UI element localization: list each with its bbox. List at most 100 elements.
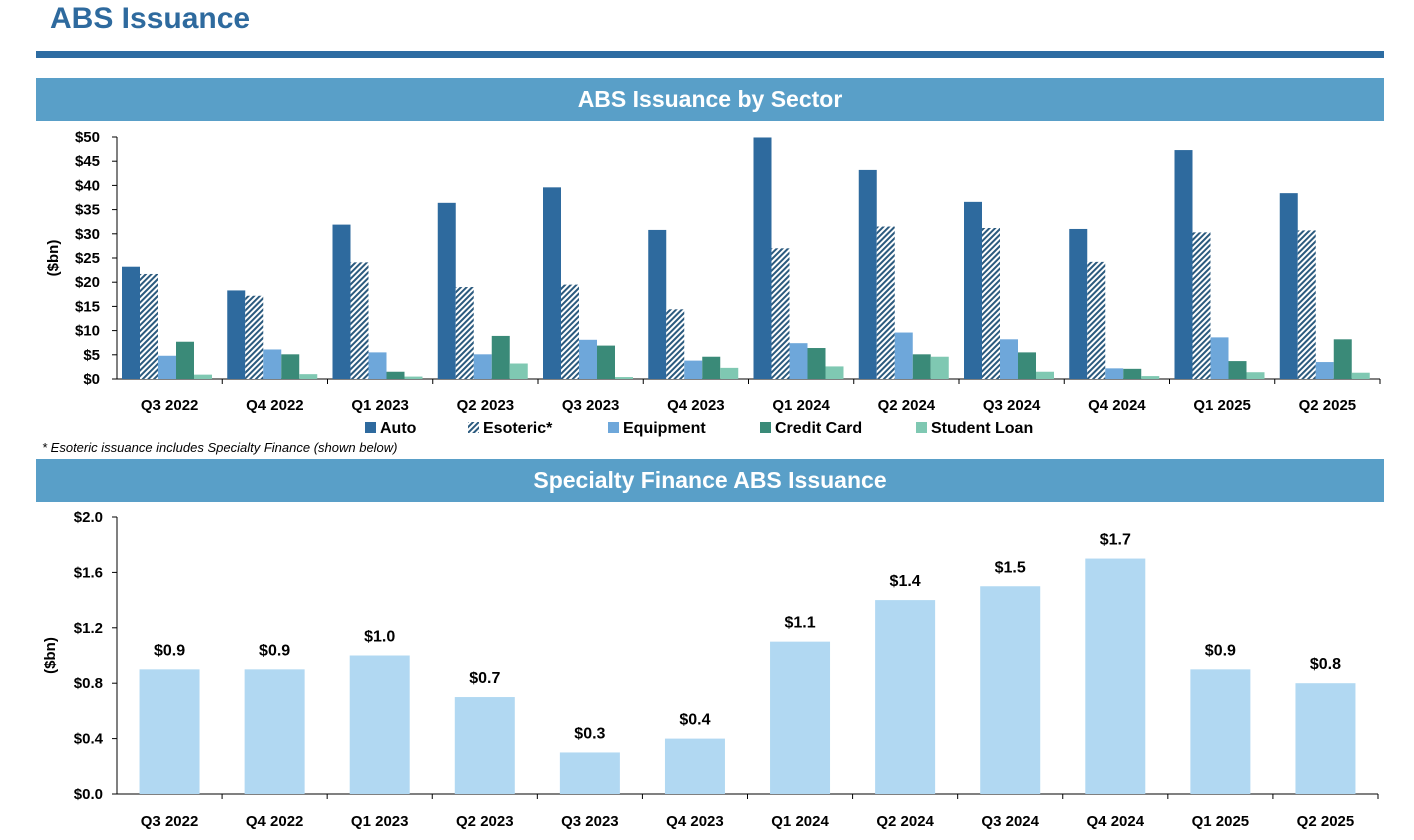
x-category-label: Q4 2022 [246, 813, 304, 830]
data-label: $0.8 [1310, 656, 1341, 673]
bar-equipment [473, 354, 492, 379]
x-category-label: Q2 2025 [1299, 397, 1357, 414]
legend-swatch [468, 422, 479, 433]
bar-specialty-finance [980, 586, 1041, 794]
bar-equipment [263, 349, 282, 379]
data-label: $1.4 [890, 573, 921, 590]
bar-student-loan [1246, 372, 1265, 379]
x-category-label: Q3 2024 [983, 397, 1041, 414]
chart1-title-banner: ABS Issuance by Sector [36, 78, 1384, 121]
bar-specialty-finance [1295, 683, 1356, 794]
bar-student-loan [1141, 376, 1160, 379]
x-category-label: Q4 2022 [246, 397, 304, 414]
bar-specialty-finance [770, 641, 831, 794]
bar-student-loan [720, 367, 739, 379]
x-category-label: Q1 2024 [772, 397, 830, 414]
bar-specialty-finance [454, 697, 515, 794]
bar-esoteric [876, 226, 895, 379]
bar-credit-card [281, 354, 300, 379]
x-category-label: Q4 2024 [1088, 397, 1146, 414]
bar-auto [1069, 228, 1088, 379]
bar-auto [1279, 193, 1298, 379]
data-label: $0.9 [1205, 642, 1236, 659]
y-tick-label: $45 [75, 153, 100, 170]
y-axis-title: ($bn) [42, 637, 59, 674]
bar-auto [648, 229, 667, 379]
bar-auto [964, 201, 982, 379]
x-category-label: Q1 2025 [1192, 813, 1250, 830]
bar-equipment [368, 352, 387, 379]
legend-label: Equipment [623, 420, 706, 437]
bar-equipment [1000, 339, 1018, 379]
y-tick-label: $25 [75, 250, 100, 267]
bar-student-loan [825, 366, 844, 379]
sector-issuance-chart: $0 $5 $10 $15 $20 $25 $30 $35 $40 $45 $50 ($bn) Q3 2… [45, 129, 1381, 437]
y-tick-label: $0.8 [74, 675, 103, 692]
bar-specialty-finance [244, 669, 305, 794]
bar-equipment [894, 332, 913, 379]
bar-credit-card [702, 356, 721, 379]
bar-student-loan [1351, 372, 1370, 379]
legend-swatch [760, 422, 771, 433]
bar-equipment [1315, 362, 1334, 379]
data-label: $0.4 [679, 712, 710, 729]
bar-credit-card [1333, 339, 1352, 379]
y-tick-label: $5 [83, 347, 100, 364]
y-tick-label: $30 [75, 226, 100, 243]
bar-student-loan [1036, 371, 1054, 379]
bar-specialty-finance [875, 600, 936, 794]
x-category-label: Q2 2023 [457, 397, 515, 414]
page-title: ABS Issuance [50, 2, 251, 35]
chart2-title-banner: Specialty Finance ABS Issuance [36, 459, 1384, 502]
bar-auto [227, 290, 246, 379]
y-tick-label: $50 [75, 129, 100, 146]
data-label: $1.1 [784, 615, 815, 632]
bar-auto [122, 266, 140, 379]
x-category-label: Q4 2023 [667, 397, 725, 414]
bar-esoteric [1297, 230, 1316, 379]
x-category-label: Q1 2023 [351, 813, 409, 830]
x-category-label: Q2 2025 [1297, 813, 1355, 830]
bar-credit-card [1018, 352, 1036, 379]
x-category-label: Q1 2024 [771, 813, 829, 830]
bar-auto [753, 137, 772, 379]
bar-student-loan [930, 356, 949, 379]
x-category-label: Q3 2022 [141, 397, 199, 414]
bar-esoteric [350, 262, 369, 379]
y-tick-label: $0 [83, 371, 100, 388]
x-category-label: Q4 2023 [666, 813, 724, 830]
data-label: $0.9 [154, 642, 185, 659]
bar-auto [332, 224, 351, 379]
bar-student-loan [615, 377, 633, 379]
legend-label: Auto [380, 420, 417, 437]
x-category-label: Q2 2024 [878, 397, 936, 414]
data-label: $0.3 [574, 725, 605, 742]
bar-auto [858, 169, 877, 379]
y-tick-label: $0.0 [74, 786, 103, 803]
bar-esoteric [455, 287, 474, 379]
legend-label: Esoteric* [483, 420, 553, 437]
bar-auto [543, 187, 561, 379]
y-tick-label: $35 [75, 202, 100, 219]
bar-credit-card [912, 354, 931, 379]
bar-esoteric [245, 295, 264, 379]
x-category-label: Q3 2022 [141, 813, 199, 830]
y-tick-label: $1.2 [74, 620, 103, 637]
bar-student-loan [509, 363, 528, 379]
x-category-label: Q4 2024 [1087, 813, 1145, 830]
bar-equipment [1105, 368, 1124, 379]
legend-swatch [608, 422, 619, 433]
x-category-label: Q3 2023 [561, 813, 619, 830]
title-rule [36, 51, 1384, 58]
y-tick-label: $10 [75, 323, 100, 340]
bar-esoteric [1087, 261, 1106, 379]
legend-swatch [365, 422, 376, 433]
legend-label: Student Loan [931, 420, 1033, 437]
data-label: $1.5 [995, 559, 1026, 576]
bar-credit-card [597, 345, 615, 379]
y-tick-label: $0.4 [74, 731, 104, 748]
bar-credit-card [807, 348, 826, 379]
bar-esoteric [1192, 232, 1211, 379]
bar-specialty-finance [664, 738, 725, 794]
